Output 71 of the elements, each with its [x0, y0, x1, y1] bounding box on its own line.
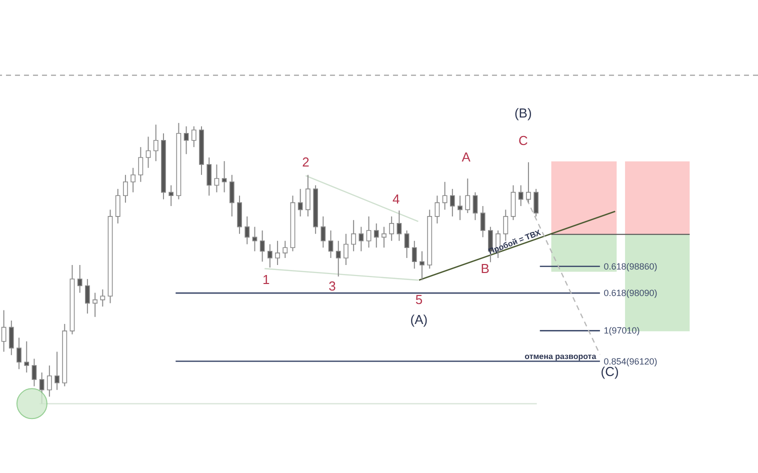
annotation: 2 — [302, 154, 310, 170]
text: 1(97010) — [604, 326, 640, 336]
candlestick — [320, 216, 326, 248]
candlestick — [214, 164, 220, 193]
candlestick — [138, 146, 144, 182]
candlestick — [267, 244, 272, 268]
candlestick — [374, 222, 379, 248]
candlestick — [275, 240, 280, 266]
candlestick — [229, 174, 234, 217]
candlestick — [336, 240, 341, 277]
candlestick — [84, 278, 90, 314]
annotation: C — [518, 133, 528, 148]
candlestick — [206, 156, 212, 196]
candlestick — [32, 358, 37, 387]
candlestick — [92, 292, 98, 318]
candlestick — [458, 195, 462, 221]
candlestick — [8, 320, 14, 356]
candlestick — [16, 337, 22, 370]
candlestick — [77, 264, 82, 294]
candlestick — [465, 178, 470, 214]
candlestick — [54, 351, 60, 390]
candlestick — [123, 174, 128, 204]
candlestick — [396, 210, 402, 242]
candlestick — [404, 230, 410, 258]
candlestick — [130, 167, 136, 193]
candlestick — [366, 216, 372, 248]
candlestick — [24, 340, 30, 374]
candlestick — [260, 230, 265, 262]
candlestick — [534, 188, 539, 217]
annotation: 4 — [392, 192, 400, 207]
candlestick — [222, 160, 227, 193]
text: 0.854(96120) — [604, 356, 658, 366]
candlestick — [389, 216, 394, 242]
candlestick — [344, 233, 348, 266]
candlestick — [306, 174, 310, 217]
candlestick — [252, 226, 258, 252]
candlestick — [450, 188, 455, 217]
candlestick — [412, 240, 417, 270]
candlestick — [146, 136, 151, 168]
candlestick — [153, 124, 158, 162]
candlestick — [518, 184, 524, 207]
text: (B) — [514, 105, 532, 120]
annotation: 5 — [415, 292, 423, 307]
annotation: A — [462, 149, 471, 164]
text: 0.618(98090) — [604, 288, 658, 298]
annotation: B — [480, 261, 490, 276]
candlestick — [472, 192, 478, 221]
candlestick — [115, 188, 120, 224]
candlestick — [100, 288, 106, 308]
annotation: 1 — [262, 272, 270, 288]
annotation: 3 — [328, 278, 336, 294]
candlestick — [184, 126, 189, 155]
text: 0.618(98860) — [604, 261, 658, 272]
candlestick — [434, 195, 440, 224]
text: (C) — [600, 364, 619, 380]
candlestick — [358, 226, 364, 252]
candlestick — [244, 216, 250, 245]
candlestick — [480, 206, 486, 238]
candlestick — [526, 162, 531, 204]
candlestick — [298, 188, 303, 217]
candlestick — [351, 220, 356, 252]
candlestick — [168, 184, 174, 207]
candlestick — [442, 181, 448, 210]
candlestick — [282, 240, 288, 258]
candlestick — [420, 250, 424, 281]
candlestick — [46, 364, 52, 398]
annotation: (A) — [410, 312, 428, 328]
candlestick — [191, 126, 196, 148]
candlestick — [382, 226, 386, 248]
annotation: отмена разворота — [524, 352, 597, 362]
candlestick — [328, 230, 334, 258]
